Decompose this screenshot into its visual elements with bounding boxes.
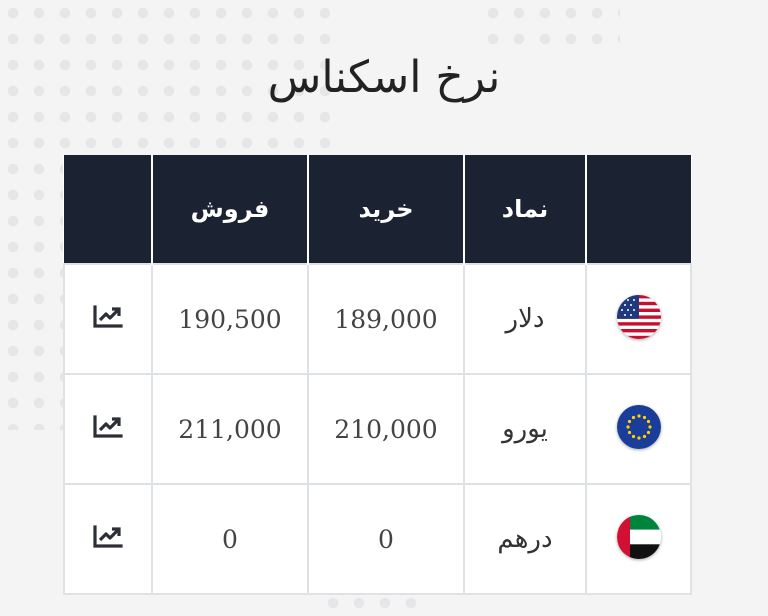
sell-price: 190,500 (151, 263, 309, 375)
uae-flag-icon (616, 515, 661, 559)
buy-price: 0 (307, 483, 465, 595)
header-sell: فروش (152, 155, 309, 264)
currency-symbol: درهم (463, 483, 587, 595)
trend-chart-icon[interactable] (92, 524, 124, 550)
header-symbol: نماد (464, 155, 587, 264)
us-flag-icon (616, 295, 661, 339)
table-row: 0 0 درهم (63, 483, 692, 595)
buy-price: 210,000 (307, 373, 465, 485)
currency-symbol: یورو (463, 373, 587, 485)
sell-price: 211,000 (151, 373, 309, 485)
flag-cell (585, 373, 692, 485)
eu-flag-icon (616, 405, 661, 449)
header-buy: خرید (308, 155, 465, 264)
buy-price: 189,000 (307, 263, 465, 375)
currency-rates-table: فروش خرید نماد 190,500 189,000 دلار (63, 155, 692, 595)
chart-cell (63, 483, 153, 595)
table-header-row: فروش خرید نماد (64, 155, 691, 264)
table-row: 190,500 189,000 دلار (63, 263, 692, 375)
trend-chart-icon[interactable] (92, 304, 124, 330)
sell-price: 0 (151, 483, 309, 595)
currency-symbol: دلار (463, 263, 587, 375)
chart-cell (63, 263, 153, 375)
table-row: 211,000 210,000 یورو (63, 373, 692, 485)
flag-cell (585, 263, 692, 375)
chart-cell (63, 373, 153, 485)
header-flag (586, 155, 691, 264)
trend-chart-icon[interactable] (92, 414, 124, 440)
header-chart (64, 155, 153, 264)
flag-cell (585, 483, 692, 595)
page-title: نرخ اسکناس (267, 52, 501, 103)
background-dot-pattern (480, 0, 620, 50)
